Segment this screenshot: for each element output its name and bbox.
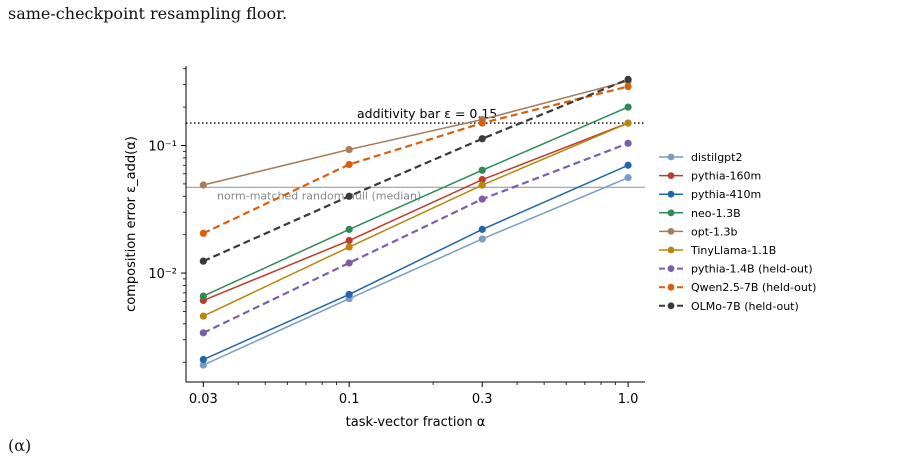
series-line — [202, 142, 629, 334]
data-point — [345, 236, 353, 245]
series-7 — [199, 82, 632, 237]
legend-swatch-marker — [667, 265, 675, 272]
series-5 — [199, 119, 632, 320]
data-point — [478, 166, 486, 174]
data-point — [345, 160, 353, 169]
data-point — [199, 229, 207, 237]
x-axis-label: task-vector fraction α — [346, 415, 486, 430]
legend-swatch-marker — [667, 172, 675, 180]
legend-label: pythia-410m — [691, 188, 761, 201]
data-point — [199, 312, 207, 320]
series-line — [202, 78, 629, 263]
axes: 0.03 0.1 0.3 1.0 10⁻² 10⁻¹ task-vector fractio… — [124, 66, 645, 430]
series-1 — [199, 119, 632, 305]
data-point — [345, 225, 353, 233]
data-point — [624, 82, 632, 91]
data-point — [478, 235, 486, 243]
legend-label: Qwen2.5-7B (held-out) — [691, 281, 816, 294]
legend-label: opt-1.3b — [691, 225, 737, 238]
legend-label: TinyLlama-1.1B — [690, 244, 776, 257]
data-point — [199, 355, 207, 364]
data-point — [624, 174, 632, 182]
series-line — [203, 122, 629, 302]
legend-item: TinyLlama-1.1B — [659, 244, 776, 257]
series-line — [203, 80, 629, 186]
legend-item: neo-1.3B — [659, 207, 741, 220]
legend-swatch-marker — [667, 153, 675, 161]
data-point — [624, 103, 632, 111]
series-line — [203, 122, 629, 317]
data-point — [199, 292, 207, 300]
legend-swatch-marker — [667, 246, 675, 254]
data-point — [199, 361, 207, 369]
series-layer — [199, 75, 632, 369]
data-point — [199, 181, 207, 189]
data-point — [345, 243, 353, 251]
data-point — [624, 119, 632, 127]
legend-swatch-marker — [667, 209, 675, 217]
series-line — [203, 164, 629, 361]
legend-item: Qwen2.5-7B (held-out) — [659, 281, 816, 294]
legend-swatch-marker — [667, 228, 675, 235]
x-tick-label: 0.03 — [189, 392, 218, 407]
legend-swatch-marker — [667, 190, 675, 198]
legend-item: distilgpt2 — [659, 151, 742, 164]
reference-line-label-1: norm-matched random null (median) — [217, 189, 421, 202]
legend-swatch-marker — [667, 283, 675, 291]
data-point — [478, 135, 486, 143]
data-point — [199, 257, 207, 265]
series-line — [203, 176, 629, 366]
x-tick-label: 0.1 — [339, 392, 360, 407]
legend-label: neo-1.3B — [691, 207, 741, 220]
legend-label: distilgpt2 — [691, 151, 742, 164]
data-point — [478, 225, 486, 233]
legend-item: OLMo-7B (held-out) — [659, 300, 799, 313]
data-point — [478, 176, 486, 184]
data-point — [345, 192, 353, 200]
data-point — [624, 161, 632, 169]
series-4 — [199, 77, 632, 189]
data-point — [345, 290, 353, 299]
data-point — [478, 119, 486, 127]
data-point — [478, 181, 486, 189]
legend-item: pythia-1.4B (held-out) — [659, 263, 813, 276]
data-point — [345, 259, 353, 267]
x-tick-label: 0.3 — [472, 392, 493, 407]
footer-text: (α) — [8, 436, 32, 455]
legend: distilgpt2 pythia-160m pythia-410m neo-1.3B… — [659, 151, 816, 313]
series-8 — [199, 75, 632, 265]
y-tick-label: 10⁻¹ — [148, 140, 177, 155]
legend-item: opt-1.3b — [659, 225, 737, 238]
data-point — [624, 75, 632, 83]
series-6 — [199, 139, 632, 337]
reference-lines: additivity bar ε = 0.15 norm-matched rand… — [186, 106, 645, 202]
y-tick-label: 10⁻² — [148, 267, 177, 282]
reference-line-label-0: additivity bar ε = 0.15 — [357, 106, 497, 121]
series-2 — [199, 161, 632, 364]
series-line — [203, 106, 629, 297]
data-point — [624, 139, 632, 147]
legend-label: pythia-160m — [691, 170, 761, 183]
data-point — [478, 195, 486, 203]
x-tick-label: 1.0 — [618, 392, 639, 407]
series-line — [202, 85, 629, 235]
legend-label: pythia-1.4B (held-out) — [691, 263, 813, 276]
y-axis-label: composition error ε_add(α) — [124, 136, 139, 312]
series-3 — [199, 103, 632, 300]
intro-text: same-checkpoint resampling floor. — [8, 4, 288, 23]
legend-label: OLMo-7B (held-out) — [691, 300, 799, 313]
legend-item: pythia-410m — [659, 188, 761, 201]
legend-item: pythia-160m — [659, 170, 761, 183]
data-point — [345, 145, 353, 154]
legend-swatch-marker — [667, 302, 675, 310]
data-point — [199, 329, 207, 337]
